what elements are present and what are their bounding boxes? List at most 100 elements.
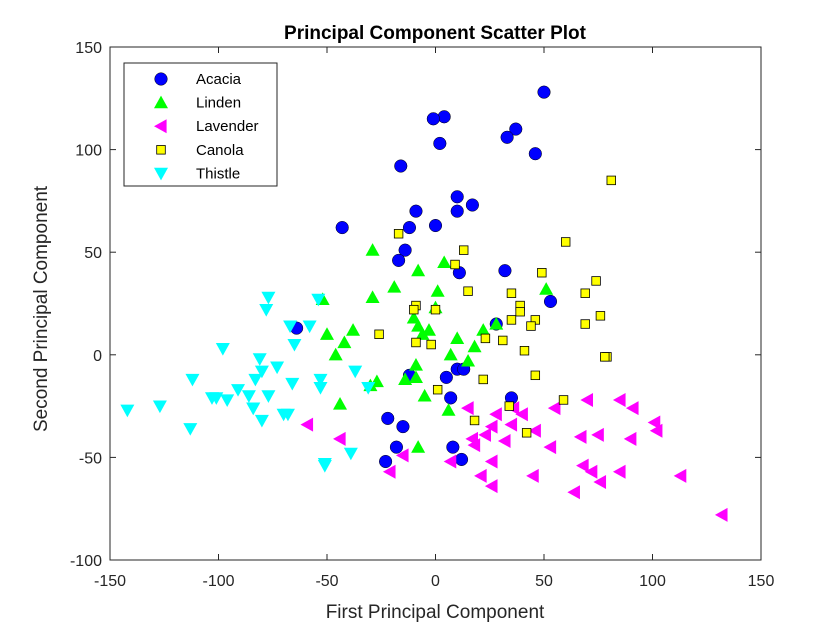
data-point (484, 454, 498, 469)
data-point (348, 365, 363, 379)
series-lavender (300, 392, 728, 522)
data-point (287, 338, 302, 352)
data-point (450, 204, 464, 218)
data-point (382, 464, 396, 479)
data-point (365, 243, 380, 256)
data-point (515, 407, 528, 422)
legend-box (123, 62, 278, 187)
data-point (584, 464, 598, 479)
data-point (593, 475, 607, 490)
x-tick-label: 150 (748, 573, 775, 590)
data-point (313, 382, 328, 395)
data-point (591, 276, 601, 286)
data-point (204, 392, 219, 405)
data-point (489, 407, 502, 422)
y-tick-label: -100 (70, 553, 102, 570)
series-thistle (120, 291, 376, 473)
data-point (467, 438, 481, 453)
data-point (417, 388, 432, 402)
x-tick-label: -150 (94, 573, 126, 590)
data-point (547, 401, 561, 416)
data-point (625, 401, 639, 416)
data-point (246, 402, 261, 416)
data-point (509, 122, 523, 136)
data-point (394, 159, 408, 173)
data-point (465, 198, 479, 212)
y-axis-title: Second Principal Component (31, 185, 52, 432)
data-point (526, 321, 536, 331)
legend-label-lavender: Lavender (196, 118, 259, 135)
legend-label-linden: Linden (196, 95, 241, 112)
data-point (302, 320, 317, 334)
data-point (261, 390, 276, 403)
legend: Acacia Linden Lavender Canola Thistle (123, 62, 278, 187)
data-point (714, 507, 728, 522)
data-point (395, 448, 409, 463)
data-point (241, 390, 256, 403)
data-point (478, 374, 488, 385)
data-point (215, 343, 230, 356)
data-point (459, 245, 469, 255)
data-point (402, 221, 417, 235)
data-point (381, 411, 395, 425)
series-canola (374, 175, 616, 438)
x-tick-label: 50 (535, 573, 553, 590)
data-point (595, 311, 606, 321)
plot-area: -150 -100 -50 0 50 100 150 -100 -50 0 50 100 150 Acac… (70, 40, 774, 590)
data-point (561, 237, 571, 247)
data-point (576, 458, 589, 473)
data-point (474, 468, 487, 483)
data-point (432, 384, 443, 395)
data-point (409, 304, 419, 315)
data-point (393, 229, 404, 239)
data-point (270, 361, 285, 375)
legend-label-thistle: Thistle (196, 165, 240, 182)
data-point (506, 288, 517, 298)
data-point (521, 428, 532, 438)
data-point (300, 417, 314, 432)
data-point (450, 331, 465, 344)
data-point (467, 339, 482, 353)
data-point (254, 414, 269, 428)
data-point (421, 323, 436, 336)
data-point (454, 452, 469, 467)
data-point (463, 286, 473, 296)
legend-label-acacia: Acacia (196, 71, 242, 88)
data-point (444, 391, 458, 405)
data-point (500, 130, 514, 144)
data-point (430, 284, 445, 297)
data-point (537, 268, 547, 278)
data-point (411, 319, 426, 332)
data-point (649, 423, 663, 438)
data-point (333, 397, 348, 410)
y-tick-label: -50 (79, 450, 102, 467)
x-tick-label: -50 (315, 573, 338, 590)
data-point (484, 419, 498, 434)
data-point (411, 337, 421, 348)
data-point (612, 464, 626, 479)
data-point (254, 365, 269, 379)
data-point (283, 320, 298, 334)
data-point (408, 358, 423, 371)
data-point (543, 294, 558, 308)
data-point (396, 420, 410, 434)
data-point (450, 259, 460, 270)
data-point (461, 401, 474, 416)
data-point (415, 327, 430, 340)
data-point (580, 392, 593, 407)
y-tick-label: 50 (84, 245, 102, 262)
data-point (591, 427, 604, 442)
data-point (183, 423, 198, 436)
x-tick-label: -100 (202, 573, 234, 590)
data-point (506, 315, 517, 325)
data-point (530, 370, 541, 381)
data-point (600, 352, 610, 362)
data-point (606, 175, 616, 186)
data-point (433, 136, 447, 150)
data-point (335, 221, 349, 235)
data-point (220, 394, 235, 407)
legend-marker-acacia (154, 72, 168, 86)
data-point (480, 333, 491, 344)
data-point (185, 373, 200, 387)
